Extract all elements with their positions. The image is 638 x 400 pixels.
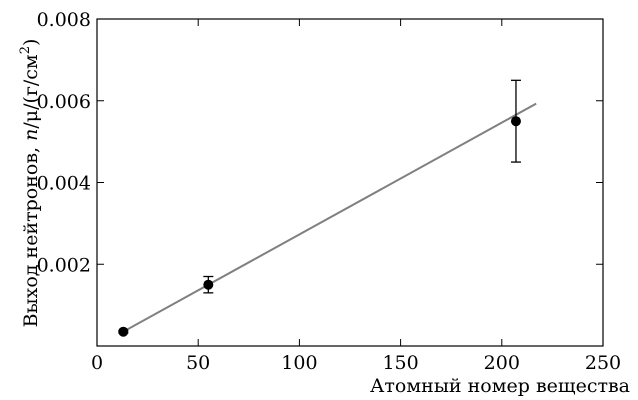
y-axis-label: Выход нейтронов, n/μ/(г/см2) bbox=[18, 39, 42, 328]
data-point bbox=[118, 326, 129, 337]
y-axis-label-close: ) bbox=[20, 39, 42, 46]
data-point bbox=[510, 116, 521, 127]
x-tick-label: 200 bbox=[484, 352, 520, 374]
x-tick-label: 250 bbox=[585, 352, 621, 374]
y-axis-label-text: Выход нейтронов, bbox=[20, 141, 42, 328]
x-tick-label: 50 bbox=[186, 352, 210, 374]
fit-line-group bbox=[122, 102, 537, 333]
plot-frame bbox=[96, 18, 604, 347]
y-tick-label: 0.002 bbox=[37, 254, 91, 276]
x-tick-label: 100 bbox=[281, 352, 317, 374]
y-axis-label-mid: /μ/(г/см bbox=[20, 54, 42, 129]
x-tick-label: 0 bbox=[91, 352, 103, 374]
data-point bbox=[203, 279, 214, 290]
y-axis-label-sup: 2 bbox=[18, 46, 33, 54]
x-axis-ticks: 0 50 100 150 200 250 bbox=[91, 19, 621, 374]
y-axis-label-n: n bbox=[20, 129, 42, 141]
y-tick-label: 0.008 bbox=[37, 9, 91, 31]
y-axis-ticks: 0.002 0.004 0.006 0.008 bbox=[37, 9, 603, 276]
x-axis-label: Атомный номер вещества bbox=[370, 375, 630, 397]
y-tick-label: 0.004 bbox=[37, 173, 91, 195]
y-tick-label: 0.006 bbox=[37, 91, 91, 113]
data-points bbox=[118, 79, 521, 337]
x-tick-label: 150 bbox=[382, 352, 418, 374]
fit-line bbox=[122, 102, 537, 333]
